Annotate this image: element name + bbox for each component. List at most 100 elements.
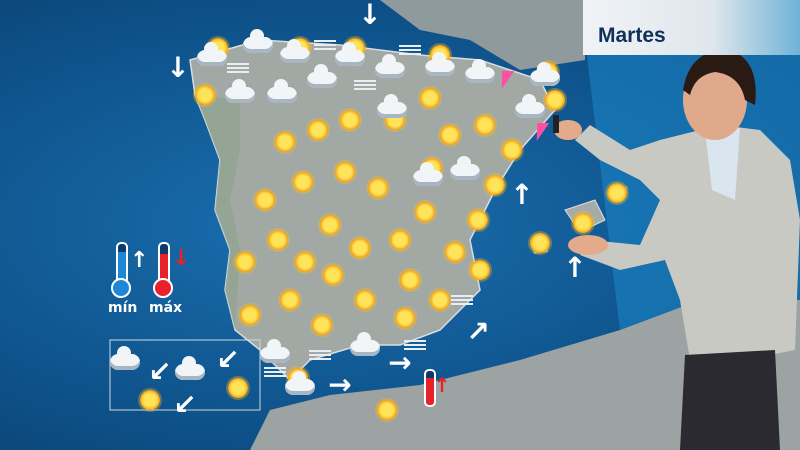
presenter-hair xyxy=(683,49,756,105)
sun-icon xyxy=(335,162,355,182)
cloud-icon xyxy=(530,62,560,86)
presenter-left-hand xyxy=(554,120,582,140)
sun-icon xyxy=(440,125,460,145)
presenter-clicker xyxy=(553,115,559,133)
sun-icon xyxy=(320,215,340,235)
fog-icon xyxy=(227,63,249,73)
day-title: Martes xyxy=(598,24,666,47)
wind-arrow-icon: ↙ xyxy=(216,343,240,376)
sun-icon xyxy=(268,230,288,250)
cloud-icon xyxy=(243,29,273,53)
sun-icon xyxy=(377,400,397,420)
sun-icon xyxy=(340,110,360,130)
cloud-icon xyxy=(285,371,315,395)
europe-north-land xyxy=(380,0,585,70)
cloud-icon xyxy=(335,42,365,66)
sun-icon xyxy=(308,120,328,140)
sun-icon xyxy=(240,305,260,325)
wind-arrow-icon: ↑ xyxy=(510,178,534,211)
sun-icon xyxy=(445,242,465,262)
temperature-legend: ↑ ↓ mín máx xyxy=(108,240,198,320)
cloud-icon xyxy=(375,54,405,78)
cloud-icon xyxy=(465,59,495,83)
fog-icon xyxy=(264,367,286,377)
wind-arrow-icon: ↓ xyxy=(166,51,190,84)
min-thermometer-bulb xyxy=(111,278,131,298)
sun-icon xyxy=(312,315,332,335)
sun-icon xyxy=(275,132,295,152)
arrow-down-icon: ↓ xyxy=(172,246,191,271)
sun-icon xyxy=(323,265,343,285)
presenter-pants xyxy=(680,350,780,450)
sun-icon xyxy=(350,238,370,258)
wind-arrow-icon: ↓ xyxy=(358,0,382,31)
sun-icon xyxy=(368,178,388,198)
wind-arrow-icon: ↗ xyxy=(466,315,490,348)
sun-icon xyxy=(228,378,248,398)
cloud-icon xyxy=(225,79,255,103)
max-thermometer-bulb xyxy=(153,278,173,298)
fog-icon xyxy=(404,340,426,350)
cloud-icon xyxy=(267,79,297,103)
cloud-icon xyxy=(515,94,545,118)
cloud-icon xyxy=(260,339,290,363)
sun-icon xyxy=(235,252,255,272)
fog-icon xyxy=(309,350,331,360)
cloud-icon xyxy=(377,94,407,118)
cloud-icon xyxy=(197,42,227,66)
sun-icon xyxy=(355,290,375,310)
presenter-head xyxy=(683,60,747,140)
sun-icon xyxy=(430,290,450,310)
sun-icon xyxy=(140,390,160,410)
fog-icon xyxy=(314,40,336,50)
sun-icon xyxy=(573,213,593,233)
presenter-right-hand xyxy=(568,235,608,255)
sun-icon xyxy=(255,190,275,210)
wind-arrow-icon: ↑ xyxy=(563,251,587,284)
sun-icon xyxy=(530,233,550,253)
canary-islands-inset xyxy=(109,339,261,411)
cloud-icon xyxy=(450,156,480,180)
sun-icon xyxy=(502,140,522,160)
wind-arrow-icon: → xyxy=(328,368,352,401)
wind-arrow-icon: ↙ xyxy=(148,355,172,388)
fog-icon xyxy=(354,80,376,90)
sun-icon xyxy=(468,210,488,230)
fog-icon xyxy=(451,295,473,305)
sun-icon xyxy=(475,115,495,135)
sun-icon xyxy=(293,172,313,192)
wind-arrow-icon: → xyxy=(388,346,412,379)
sun-icon xyxy=(545,90,565,110)
cloud-icon xyxy=(350,332,380,356)
arrow-up-icon: ↑ xyxy=(130,248,149,273)
arrow-up-icon: ↑ xyxy=(433,373,451,397)
sun-icon xyxy=(400,270,420,290)
sun-icon xyxy=(195,85,215,105)
cloud-icon xyxy=(175,356,205,380)
presenter-shirt xyxy=(705,128,740,200)
sun-icon xyxy=(395,308,415,328)
presenter-suit xyxy=(575,125,800,360)
min-label: mín xyxy=(108,300,138,316)
sun-icon xyxy=(280,290,300,310)
sun-icon xyxy=(390,230,410,250)
max-label: máx xyxy=(149,300,183,316)
cloud-icon xyxy=(413,162,443,186)
day-title-card xyxy=(583,0,800,55)
fog-icon xyxy=(399,45,421,55)
sun-icon xyxy=(295,252,315,272)
cloud-icon xyxy=(425,52,455,76)
sun-icon xyxy=(485,175,505,195)
sun-icon xyxy=(470,260,490,280)
cloud-icon xyxy=(280,39,310,63)
portugal xyxy=(195,95,240,330)
sun-icon xyxy=(420,88,440,108)
thermometer-max-up-icon xyxy=(424,369,436,407)
cloud-icon xyxy=(307,64,337,88)
sun-icon xyxy=(607,183,627,203)
wind-arrow-icon: ↙ xyxy=(173,388,197,421)
cloud-icon xyxy=(110,346,140,370)
sun-icon xyxy=(415,202,435,222)
